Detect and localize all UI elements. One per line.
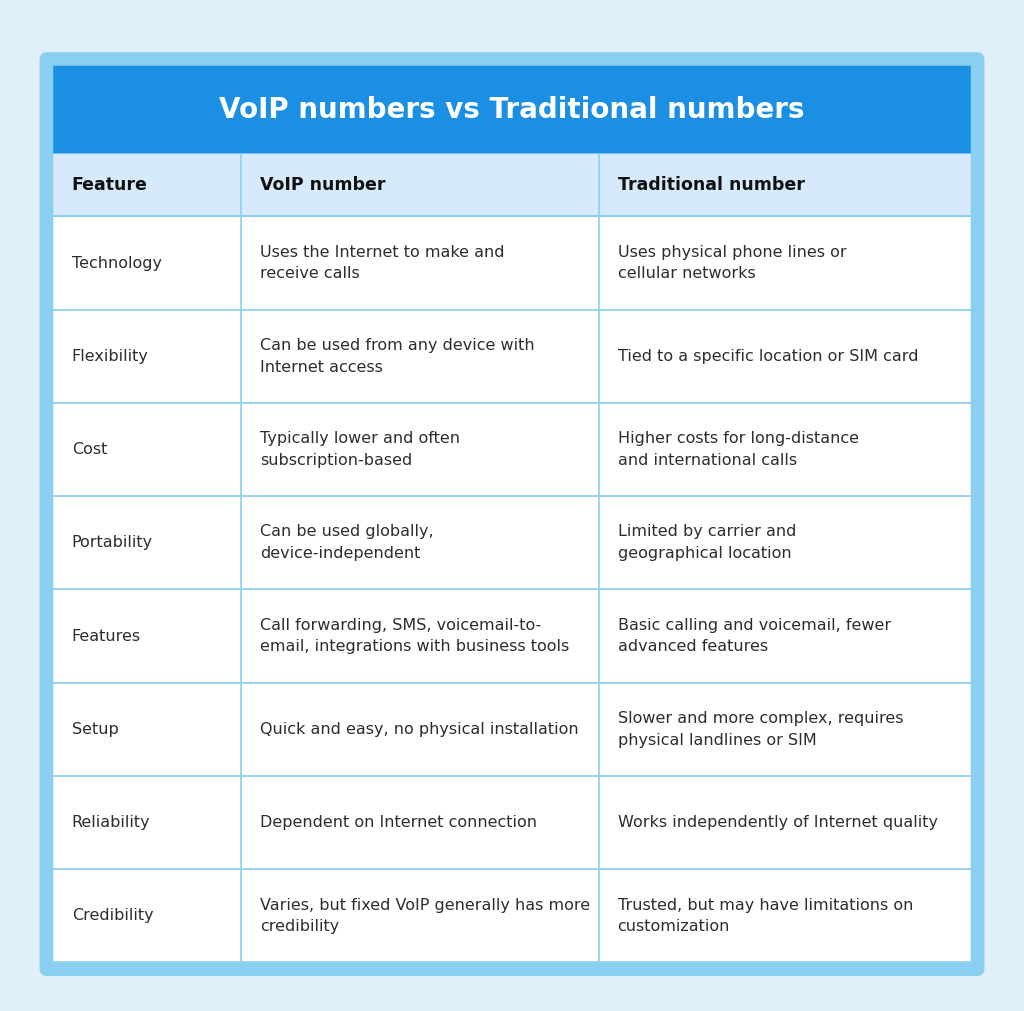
FancyBboxPatch shape (53, 66, 971, 154)
Text: Reliability: Reliability (72, 815, 151, 830)
Text: Flexibility: Flexibility (72, 349, 148, 364)
Text: Quick and easy, no physical installation: Quick and easy, no physical installation (260, 722, 579, 737)
FancyBboxPatch shape (53, 309, 971, 403)
Text: Features: Features (72, 629, 141, 644)
Text: Traditional number: Traditional number (617, 176, 805, 194)
FancyBboxPatch shape (53, 869, 971, 962)
Text: Setup: Setup (72, 722, 119, 737)
Text: Cost: Cost (72, 442, 108, 457)
Text: Uses the Internet to make and
receive calls: Uses the Internet to make and receive ca… (260, 245, 504, 281)
FancyBboxPatch shape (53, 682, 971, 776)
FancyBboxPatch shape (53, 154, 971, 216)
Text: Dependent on Internet connection: Dependent on Internet connection (260, 815, 537, 830)
FancyBboxPatch shape (53, 403, 971, 496)
Text: Slower and more complex, requires
physical landlines or SIM: Slower and more complex, requires physic… (617, 711, 903, 747)
Text: Basic calling and voicemail, fewer
advanced features: Basic calling and voicemail, fewer advan… (617, 618, 891, 654)
Text: Call forwarding, SMS, voicemail-to-
email, integrations with business tools: Call forwarding, SMS, voicemail-to- emai… (260, 618, 569, 654)
Text: Varies, but fixed VoIP generally has more
credibility: Varies, but fixed VoIP generally has mor… (260, 898, 590, 934)
Text: VoIP number: VoIP number (260, 176, 385, 194)
Text: VoIP numbers vs Traditional numbers: VoIP numbers vs Traditional numbers (219, 96, 805, 123)
Text: Trusted, but may have limitations on
customization: Trusted, but may have limitations on cus… (617, 898, 913, 934)
FancyBboxPatch shape (53, 496, 971, 589)
Text: Works independently of Internet quality: Works independently of Internet quality (617, 815, 938, 830)
Text: Feature: Feature (72, 176, 147, 194)
Text: Typically lower and often
subscription-based: Typically lower and often subscription-b… (260, 432, 460, 468)
FancyBboxPatch shape (53, 776, 971, 869)
Text: Uses physical phone lines or
cellular networks: Uses physical phone lines or cellular ne… (617, 245, 846, 281)
FancyBboxPatch shape (53, 589, 971, 682)
Text: Can be used globally,
device-independent: Can be used globally, device-independent (260, 525, 433, 561)
Text: Portability: Portability (72, 535, 153, 550)
Text: Tied to a specific location or SIM card: Tied to a specific location or SIM card (617, 349, 919, 364)
Text: Limited by carrier and
geographical location: Limited by carrier and geographical loca… (617, 525, 796, 561)
Text: Technology: Technology (72, 256, 162, 271)
Text: Credibility: Credibility (72, 908, 154, 923)
FancyBboxPatch shape (41, 54, 983, 975)
Text: Can be used from any device with
Internet access: Can be used from any device with Interne… (260, 338, 535, 374)
Text: Higher costs for long-distance
and international calls: Higher costs for long-distance and inter… (617, 432, 858, 468)
FancyBboxPatch shape (53, 216, 971, 309)
